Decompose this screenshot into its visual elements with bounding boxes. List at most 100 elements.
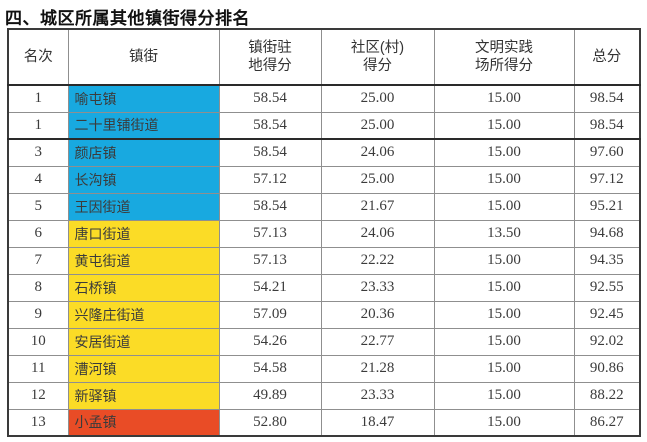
page-title: 四、城区所属其他镇街得分排名	[5, 9, 250, 28]
town-name-cell: 兴隆庄街道	[67, 300, 220, 329]
rank-cell: 7	[7, 246, 69, 275]
town-name-cell: 漕河镇	[67, 354, 220, 383]
town-score-cell: 57.13	[218, 246, 322, 275]
town-score-cell: 57.13	[218, 219, 322, 248]
town-name-cell: 小孟镇	[67, 408, 220, 437]
town-score-cell: 58.54	[218, 192, 322, 221]
table-row: 12 新驿镇 49.89 23.33 15.00 88.22	[7, 381, 641, 410]
rank-cell: 12	[7, 381, 69, 410]
community-score-cell: 23.33	[320, 273, 435, 302]
table-row: 5 王因街道 58.54 21.67 15.00 95.21	[7, 192, 641, 221]
rank-cell: 8	[7, 273, 69, 302]
practice-score-cell: 15.00	[433, 138, 575, 167]
community-score-cell: 22.22	[320, 246, 435, 275]
practice-score-cell: 15.00	[433, 381, 575, 410]
col-header-rank: 名次	[7, 28, 69, 86]
practice-score-cell: 15.00	[433, 111, 575, 140]
practice-score-cell: 15.00	[433, 300, 575, 329]
ranking-table: 名次 镇街 镇街驻 地得分 社区(村) 得分 文明实践 场所得分 总分 1 喻屯镇…	[7, 28, 641, 437]
table-row: 1 二十里铺街道 58.54 25.00 15.00 98.54	[7, 111, 641, 140]
total-score-cell: 97.12	[573, 165, 641, 194]
total-score-cell: 95.21	[573, 192, 641, 221]
town-score-cell: 57.09	[218, 300, 322, 329]
community-score-cell: 21.67	[320, 192, 435, 221]
practice-score-cell: 13.50	[433, 219, 575, 248]
total-score-cell: 94.35	[573, 246, 641, 275]
town-name-cell: 王因街道	[67, 192, 220, 221]
total-score-cell: 92.45	[573, 300, 641, 329]
practice-score-cell: 15.00	[433, 84, 575, 113]
total-score-cell: 92.02	[573, 327, 641, 356]
town-score-cell: 57.12	[218, 165, 322, 194]
table-row: 10 安居街道 54.26 22.77 15.00 92.02	[7, 327, 641, 356]
table-header-row: 名次 镇街 镇街驻 地得分 社区(村) 得分 文明实践 场所得分 总分	[7, 28, 641, 86]
total-score-cell: 90.86	[573, 354, 641, 383]
table-row: 8 石桥镇 54.21 23.33 15.00 92.55	[7, 273, 641, 302]
rank-cell: 3	[7, 138, 69, 167]
col-header-town: 镇街	[67, 28, 220, 86]
total-score-cell: 86.27	[573, 408, 641, 437]
town-score-cell: 58.54	[218, 111, 322, 140]
table-row: 13 小孟镇 52.80 18.47 15.00 86.27	[7, 408, 641, 437]
town-name-cell: 唐口街道	[67, 219, 220, 248]
town-score-cell: 49.89	[218, 381, 322, 410]
practice-score-cell: 15.00	[433, 354, 575, 383]
table-body: 1 喻屯镇 58.54 25.00 15.00 98.54 1 二十里铺街道 58.54 25.0…	[7, 84, 641, 437]
community-score-cell: 20.36	[320, 300, 435, 329]
town-name-cell: 黄屯街道	[67, 246, 220, 275]
table-row: 1 喻屯镇 58.54 25.00 15.00 98.54	[7, 84, 641, 113]
table-row: 7 黄屯街道 57.13 22.22 15.00 94.35	[7, 246, 641, 275]
town-score-cell: 52.80	[218, 408, 322, 437]
col-header-community-score: 社区(村) 得分	[320, 28, 435, 86]
table-row: 3 颜店镇 58.54 24.06 15.00 97.60	[7, 138, 641, 167]
table-row: 4 长沟镇 57.12 25.00 15.00 97.12	[7, 165, 641, 194]
town-name-cell: 颜店镇	[67, 138, 220, 167]
total-score-cell: 98.54	[573, 84, 641, 113]
community-score-cell: 25.00	[320, 111, 435, 140]
total-score-cell: 92.55	[573, 273, 641, 302]
rank-cell: 5	[7, 192, 69, 221]
practice-score-cell: 15.00	[433, 273, 575, 302]
col-header-total: 总分	[573, 28, 641, 86]
community-score-cell: 24.06	[320, 138, 435, 167]
community-score-cell: 23.33	[320, 381, 435, 410]
table-row: 11 漕河镇 54.58 21.28 15.00 90.86	[7, 354, 641, 383]
practice-score-cell: 15.00	[433, 246, 575, 275]
town-name-cell: 长沟镇	[67, 165, 220, 194]
rank-cell: 1	[7, 111, 69, 140]
table-row: 9 兴隆庄街道 57.09 20.36 15.00 92.45	[7, 300, 641, 329]
community-score-cell: 18.47	[320, 408, 435, 437]
town-score-cell: 54.26	[218, 327, 322, 356]
town-name-cell: 石桥镇	[67, 273, 220, 302]
town-name-cell: 新驿镇	[67, 381, 220, 410]
town-score-cell: 54.21	[218, 273, 322, 302]
town-score-cell: 54.58	[218, 354, 322, 383]
total-score-cell: 94.68	[573, 219, 641, 248]
town-name-cell: 二十里铺街道	[67, 111, 220, 140]
rank-cell: 11	[7, 354, 69, 383]
rank-cell: 6	[7, 219, 69, 248]
town-score-cell: 58.54	[218, 138, 322, 167]
rank-cell: 4	[7, 165, 69, 194]
town-name-cell: 安居街道	[67, 327, 220, 356]
practice-score-cell: 15.00	[433, 192, 575, 221]
practice-score-cell: 15.00	[433, 327, 575, 356]
rank-cell: 9	[7, 300, 69, 329]
col-header-town-score: 镇街驻 地得分	[218, 28, 322, 86]
community-score-cell: 22.77	[320, 327, 435, 356]
practice-score-cell: 15.00	[433, 408, 575, 437]
town-name-cell: 喻屯镇	[67, 84, 220, 113]
community-score-cell: 25.00	[320, 165, 435, 194]
total-score-cell: 88.22	[573, 381, 641, 410]
rank-cell: 13	[7, 408, 69, 437]
community-score-cell: 25.00	[320, 84, 435, 113]
col-header-practice-score: 文明实践 场所得分	[433, 28, 575, 86]
rank-cell: 10	[7, 327, 69, 356]
town-score-cell: 58.54	[218, 84, 322, 113]
community-score-cell: 24.06	[320, 219, 435, 248]
total-score-cell: 97.60	[573, 138, 641, 167]
table-row: 6 唐口街道 57.13 24.06 13.50 94.68	[7, 219, 641, 248]
rank-cell: 1	[7, 84, 69, 113]
practice-score-cell: 15.00	[433, 165, 575, 194]
